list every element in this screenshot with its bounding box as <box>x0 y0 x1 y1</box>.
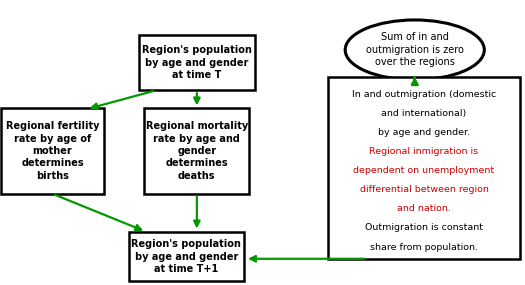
Text: Regional fertility
rate by age of
mother
determines
births: Regional fertility rate by age of mother… <box>6 121 99 181</box>
Text: differential between region: differential between region <box>360 185 488 194</box>
FancyBboxPatch shape <box>139 35 255 91</box>
Text: Sum of in and
outmigration is zero
over the regions: Sum of in and outmigration is zero over … <box>366 32 464 67</box>
Text: and nation.: and nation. <box>397 204 451 213</box>
FancyBboxPatch shape <box>2 108 104 194</box>
Text: by age and gender.: by age and gender. <box>378 128 470 137</box>
Text: dependent on unemployment: dependent on unemployment <box>353 166 495 175</box>
Ellipse shape <box>345 20 484 80</box>
Text: and international): and international) <box>381 109 467 118</box>
Text: Regional inmigration is: Regional inmigration is <box>370 147 478 156</box>
Text: Region's population
by age and gender
at time T: Region's population by age and gender at… <box>142 45 252 80</box>
Text: Region's population
by age and gender
at time T+1: Region's population by age and gender at… <box>131 239 242 274</box>
Text: Regional mortality
rate by age and
gender
determines
deaths: Regional mortality rate by age and gende… <box>146 121 248 181</box>
Text: In and outmigration (domestic: In and outmigration (domestic <box>352 90 496 99</box>
FancyBboxPatch shape <box>144 108 249 194</box>
Text: Outmigration is constant: Outmigration is constant <box>365 223 483 233</box>
FancyBboxPatch shape <box>328 77 520 259</box>
Text: share from population.: share from population. <box>370 243 478 252</box>
FancyBboxPatch shape <box>129 231 244 282</box>
